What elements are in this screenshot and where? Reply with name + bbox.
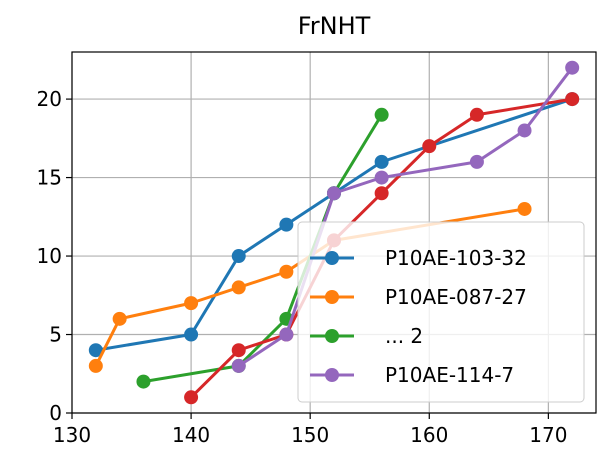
data-point [279,217,294,232]
data-point [231,358,246,373]
y-tick-label: 0 [49,401,62,425]
legend-label: P10AE-114-7 [385,363,514,387]
data-point [231,343,246,358]
data-point [136,374,151,389]
data-point [374,107,389,122]
data-point [88,358,103,373]
data-point [565,60,580,75]
legend-box [297,221,585,403]
data-point [374,154,389,169]
data-point [422,139,437,154]
data-point [517,123,532,138]
x-axis: 130 140 150 160 170 [53,413,567,447]
data-point [231,249,246,264]
legend-marker [325,329,339,343]
data-point [374,170,389,185]
legend-label: ... 2 [385,324,423,348]
legend: P10AE-103-32 P10AE-087-27 ... 2 P10AE-114-7 [297,221,585,403]
data-point [279,264,294,279]
y-tick-label: 10 [37,244,62,268]
series-layer [88,60,580,405]
y-tick-label: 20 [37,87,62,111]
x-tick-label: 150 [291,423,329,447]
data-point [112,311,127,326]
y-tick-label: 15 [37,166,62,190]
data-point [184,390,199,405]
y-axis: 0 5 10 15 20 [37,87,72,425]
x-tick-label: 160 [410,423,448,447]
data-point [231,280,246,295]
legend-label: P10AE-103-32 [385,246,527,270]
chart-title: FrNHT [298,12,371,40]
plot-frame [71,51,597,414]
data-point [327,186,341,201]
data-point [374,186,389,201]
series-line-3 [190,97,573,399]
legend-label: P10AE-087-27 [385,285,527,309]
x-tick-label: 170 [529,423,567,447]
data-point [565,92,580,107]
data-point [469,154,484,169]
x-tick-label: 140 [172,423,210,447]
data-point [517,201,532,216]
data-point [88,343,103,358]
data-point [469,107,484,122]
data-point [184,296,199,311]
legend-marker [325,251,339,265]
legend-marker [325,290,339,304]
data-point [184,327,199,342]
data-point [279,327,294,342]
legend-marker [325,368,339,382]
y-tick-label: 5 [49,323,62,347]
x-tick-label: 130 [53,423,91,447]
